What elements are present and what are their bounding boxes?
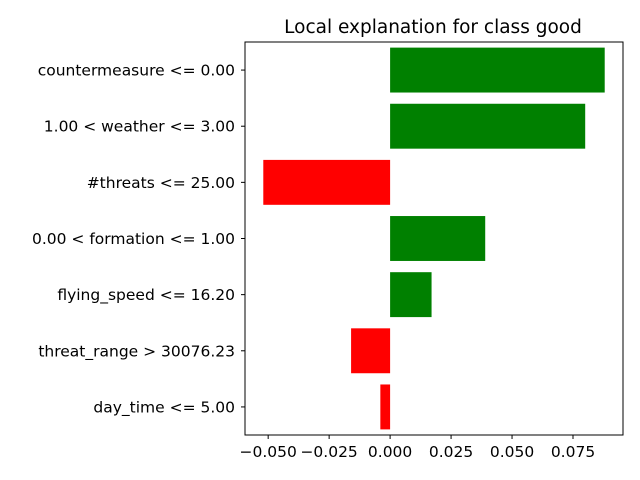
x-tick-label-2: 0.000 [368,443,412,461]
y-tick-label-2: #threats <= 25.00 [87,174,235,192]
bar-3 [390,216,486,261]
bar-1 [390,103,586,149]
x-tick-label-4: 0.050 [490,443,534,461]
y-tick-label-0: countermeasure <= 0.00 [38,62,235,80]
y-tick-label-5: threat_range > 30076.23 [38,342,235,361]
x-tick-label-0: −0.050 [239,443,296,461]
x-tick-label-5: 0.075 [551,443,595,461]
bar-6 [380,384,391,430]
y-tick-label-1: 1.00 < weather <= 3.00 [44,118,235,136]
x-tick-label-1: −0.025 [300,443,357,461]
bar-2 [263,159,391,205]
y-tick-label-3: 0.00 < formation <= 1.00 [32,230,235,248]
x-tick-label-3: 0.025 [429,443,473,461]
y-axis: countermeasure <= 0.00 1.00 < weather <= … [32,62,245,417]
y-tick-label-4: flying_speed <= 16.20 [57,286,235,305]
bar-4 [390,272,432,318]
bar-5 [351,328,391,374]
bars [263,47,605,430]
y-tick-label-6: day_time <= 5.00 [93,398,235,417]
x-axis: −0.050 −0.025 0.000 0.025 0.050 0.075 [239,435,595,461]
chart-title: Local explanation for class good [284,17,582,38]
bar-0 [390,47,605,93]
axes-frame [244,41,624,436]
